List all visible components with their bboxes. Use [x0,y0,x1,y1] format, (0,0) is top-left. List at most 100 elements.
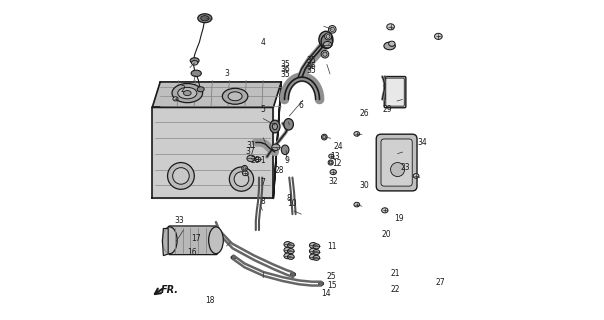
Text: FR.: FR. [161,285,179,295]
Ellipse shape [255,157,261,162]
Text: 11: 11 [327,242,337,251]
Text: 10: 10 [287,199,297,208]
Ellipse shape [197,87,204,92]
Text: 14: 14 [321,289,331,298]
Ellipse shape [178,87,197,99]
Text: 32: 32 [328,177,338,186]
Text: 21: 21 [391,268,400,278]
Text: 17: 17 [191,234,201,243]
Ellipse shape [288,254,294,260]
Ellipse shape [323,42,332,48]
Ellipse shape [184,91,191,96]
Ellipse shape [272,123,277,130]
Ellipse shape [228,92,242,101]
Ellipse shape [323,52,327,56]
Text: 34: 34 [417,138,427,147]
Ellipse shape [321,50,329,58]
Ellipse shape [291,272,295,276]
Ellipse shape [234,172,249,187]
Text: 3: 3 [224,69,229,78]
Ellipse shape [309,243,317,248]
Ellipse shape [284,242,291,247]
Ellipse shape [198,14,212,23]
Ellipse shape [242,165,248,171]
Ellipse shape [413,174,419,178]
Ellipse shape [162,227,177,254]
Text: 31: 31 [246,141,255,150]
Ellipse shape [167,163,194,189]
Ellipse shape [173,168,189,184]
Ellipse shape [191,60,198,65]
Text: 13: 13 [330,152,340,161]
Ellipse shape [329,161,332,164]
Ellipse shape [330,27,335,31]
FancyBboxPatch shape [386,78,404,106]
Ellipse shape [321,134,327,140]
Ellipse shape [354,132,359,136]
Ellipse shape [388,41,395,46]
Text: 8: 8 [260,197,265,206]
Ellipse shape [281,145,289,155]
Text: 35: 35 [280,70,290,79]
Text: 22: 22 [391,285,400,294]
Text: 29: 29 [382,105,392,114]
Ellipse shape [321,35,333,49]
Text: 36: 36 [306,61,316,70]
Ellipse shape [313,255,320,260]
Text: 27: 27 [436,278,445,287]
Ellipse shape [272,144,280,150]
Text: 5: 5 [260,105,265,114]
Ellipse shape [190,58,199,63]
Text: 28: 28 [275,166,284,175]
FancyArrowPatch shape [155,289,162,294]
Ellipse shape [243,167,246,170]
Text: 26: 26 [359,109,369,118]
Ellipse shape [330,170,336,175]
Ellipse shape [323,135,326,139]
Text: 36: 36 [280,65,290,74]
Ellipse shape [173,97,178,101]
Text: 35: 35 [306,56,316,65]
Ellipse shape [284,119,294,130]
Text: 6: 6 [299,101,304,110]
Text: 19: 19 [394,214,404,223]
Ellipse shape [172,84,202,103]
Text: 28: 28 [251,156,260,164]
Ellipse shape [329,154,334,158]
Ellipse shape [288,249,294,254]
Ellipse shape [208,227,223,254]
Polygon shape [274,82,281,198]
Ellipse shape [326,35,330,38]
Text: 7: 7 [260,178,265,187]
Ellipse shape [231,256,236,260]
Text: 33: 33 [175,216,184,225]
Ellipse shape [191,70,201,76]
Ellipse shape [222,88,248,104]
Ellipse shape [313,250,320,255]
Ellipse shape [319,31,333,48]
Text: 23: 23 [400,164,410,172]
Text: 9: 9 [284,156,289,165]
Ellipse shape [328,160,333,165]
Ellipse shape [309,248,317,254]
Ellipse shape [387,24,394,30]
FancyBboxPatch shape [384,76,406,108]
FancyBboxPatch shape [168,226,217,255]
Text: 2: 2 [181,85,185,94]
Text: 24: 24 [333,142,343,151]
Ellipse shape [284,253,291,259]
Ellipse shape [201,16,209,21]
Text: 16: 16 [187,248,197,257]
Text: 37: 37 [245,147,255,156]
Ellipse shape [313,244,320,249]
Ellipse shape [270,120,280,133]
Text: 25: 25 [327,272,336,281]
Text: 35: 35 [306,66,316,75]
Text: 30: 30 [359,181,369,190]
Ellipse shape [318,282,324,285]
Text: 20: 20 [381,230,391,239]
Ellipse shape [247,155,255,162]
Text: 4: 4 [260,38,265,47]
Ellipse shape [382,208,388,213]
Ellipse shape [309,254,317,260]
